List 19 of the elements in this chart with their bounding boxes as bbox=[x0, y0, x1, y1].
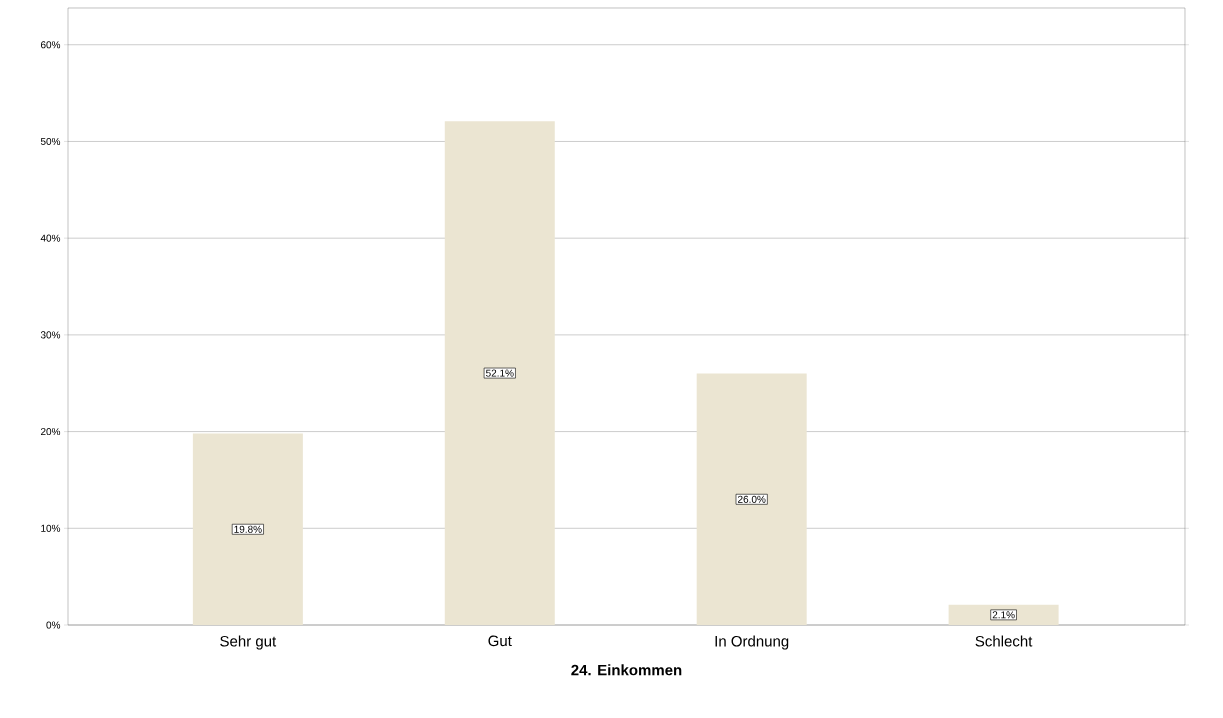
x-tick-label: Sehr gut bbox=[220, 635, 277, 650]
x-tick-label: Gut bbox=[488, 635, 512, 647]
y-tick-label: 0% bbox=[46, 621, 61, 629]
bar bbox=[696, 373, 807, 625]
y-tick-label: 10% bbox=[41, 524, 61, 532]
data-label: 26.0% bbox=[738, 495, 766, 503]
bar bbox=[192, 433, 303, 625]
data-label: 19.8% bbox=[234, 525, 262, 533]
y-tick-label: 40% bbox=[40, 234, 61, 242]
bar bbox=[444, 121, 555, 625]
x-tick-label: In Ordnung bbox=[715, 635, 789, 650]
y-tick-label: 20% bbox=[40, 428, 61, 436]
data-label: 52.1% bbox=[486, 369, 514, 377]
y-tick-label: 30% bbox=[40, 331, 61, 339]
data-label: 2.1% bbox=[992, 611, 1015, 619]
y-tick-label: 50% bbox=[40, 137, 61, 145]
x-tick-label: Schlecht bbox=[975, 635, 1033, 647]
x-axis-title: 24. Einkommen bbox=[571, 664, 682, 676]
y-tick-label: 60% bbox=[40, 41, 61, 49]
